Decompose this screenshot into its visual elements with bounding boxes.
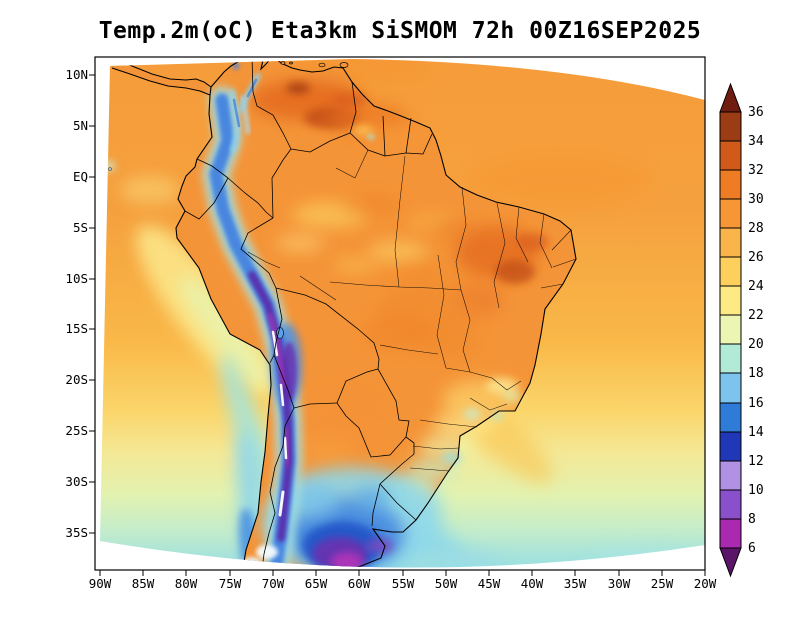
colorbar-label: 20 <box>748 337 764 352</box>
border-segment <box>379 436 415 485</box>
border-segment <box>271 148 292 219</box>
border-segment <box>336 402 407 458</box>
y-axis-label: 10S <box>65 271 88 286</box>
y-axis-label: 5N <box>73 118 88 133</box>
y-axis-label: 35S <box>65 525 88 540</box>
colorbar: 36 34 32 30 28 26 24 22 20 18 16 14 12 1… <box>719 82 764 578</box>
x-axis-label: 30W <box>608 576 631 591</box>
colorbar-label: 34 <box>748 134 764 149</box>
border-segment <box>336 368 379 404</box>
colorbar-segment <box>719 111 742 142</box>
y-axis-label: 15S <box>65 321 88 336</box>
colorbar-label: 10 <box>748 483 764 498</box>
x-axis-label: 60W <box>348 576 371 591</box>
y-axis-label: 20S <box>65 372 88 387</box>
central-america-coastline <box>111 59 212 96</box>
colorbar-segment <box>719 343 742 374</box>
border-segment <box>184 177 229 220</box>
border-segment <box>273 354 295 409</box>
colorbar-label: 24 <box>748 279 764 294</box>
islands <box>280 61 349 68</box>
x-axis-label: 90W <box>89 576 112 591</box>
y-axis-label: 5S <box>73 220 88 235</box>
border-segment <box>251 59 292 150</box>
border-segment <box>293 402 338 409</box>
colorbar-label: 16 <box>748 396 764 411</box>
colorbar-segment <box>719 198 742 229</box>
border-segment <box>196 158 229 179</box>
y-axis-label: 25S <box>65 423 88 438</box>
border-segment <box>377 368 410 438</box>
central-america-landmass <box>112 59 211 95</box>
colorbar-segment <box>719 140 742 171</box>
temperature-field <box>100 59 705 568</box>
colorbar-label: 36 <box>748 105 764 120</box>
x-axis-label: 55W <box>392 576 415 591</box>
country-borders <box>184 59 433 568</box>
colorbar-label: 6 <box>748 541 756 556</box>
y-axis-label: 10N <box>65 67 88 82</box>
colorbar-label: 26 <box>748 250 764 265</box>
colorbar-segment <box>719 489 742 520</box>
border-segment <box>382 115 386 157</box>
x-axis: 90W 85W 80W 75W 70W 65W 60W 55W 50W 45W … <box>89 570 717 591</box>
colorbar-label: 32 <box>748 163 764 178</box>
border-segment <box>261 407 295 568</box>
x-axis-label: 80W <box>175 576 198 591</box>
map-linework <box>101 59 577 568</box>
colorbar-segment <box>719 431 742 462</box>
x-axis-label: 35W <box>564 576 587 591</box>
y-axis-ticks <box>89 74 95 534</box>
colorbar-segment <box>719 460 742 491</box>
x-axis-label: 25W <box>651 576 674 591</box>
border-segment <box>349 132 433 157</box>
y-axis-label: 30S <box>65 474 88 489</box>
x-axis-label: 50W <box>435 576 458 591</box>
y-axis-label: EQ <box>73 169 88 184</box>
x-axis-label: 45W <box>478 576 501 591</box>
land-shading <box>250 80 549 568</box>
border-segment <box>275 287 380 370</box>
x-axis-label: 70W <box>262 576 285 591</box>
colorbar-segment <box>719 169 742 200</box>
x-axis-label: 85W <box>132 576 155 591</box>
colorbar-arrow-top <box>719 82 742 113</box>
border-segment <box>240 217 277 289</box>
border-segment <box>227 177 274 219</box>
colorbar-label: 14 <box>748 425 764 440</box>
colorbar-label: 28 <box>748 221 764 236</box>
colorbar-label: 12 <box>748 454 764 469</box>
colorbar-segment <box>719 314 742 345</box>
colorbar-segment <box>719 285 742 316</box>
state-borders <box>247 149 577 472</box>
border-segment <box>371 483 381 527</box>
colorbar-label: 8 <box>748 512 756 527</box>
colorbar-segment <box>719 372 742 404</box>
colorbar-segment <box>719 402 742 433</box>
border-segment <box>269 354 275 364</box>
colorbar-segment <box>719 518 742 549</box>
border-segment <box>290 132 351 153</box>
colorbar-arrow-bottom <box>719 547 742 578</box>
x-axis-label: 20W <box>694 576 717 591</box>
colorbar-label: 18 <box>748 366 764 381</box>
x-axis-label: 65W <box>305 576 328 591</box>
colorbar-segment <box>719 256 742 287</box>
x-axis-ticks <box>99 570 706 576</box>
colorbar-segment <box>719 227 742 258</box>
x-axis-label: 40W <box>521 576 544 591</box>
coastline <box>175 59 577 568</box>
colorbar-label: 30 <box>748 192 764 207</box>
x-axis-label: 75W <box>219 576 242 591</box>
border-segment <box>379 483 417 521</box>
chart-title: Temp.2m(oC) Eta3km SiSMOM 72h 00Z16SEP20… <box>99 18 702 44</box>
plot-frame <box>94 56 706 571</box>
colorbar-label: 22 <box>748 308 764 323</box>
border-segment <box>273 287 283 356</box>
y-axis: 10N 5N EQ 5S 10S 15S 20S 25S 30S 35S <box>65 67 95 540</box>
border-segment <box>349 81 357 134</box>
border-segment <box>405 117 412 154</box>
